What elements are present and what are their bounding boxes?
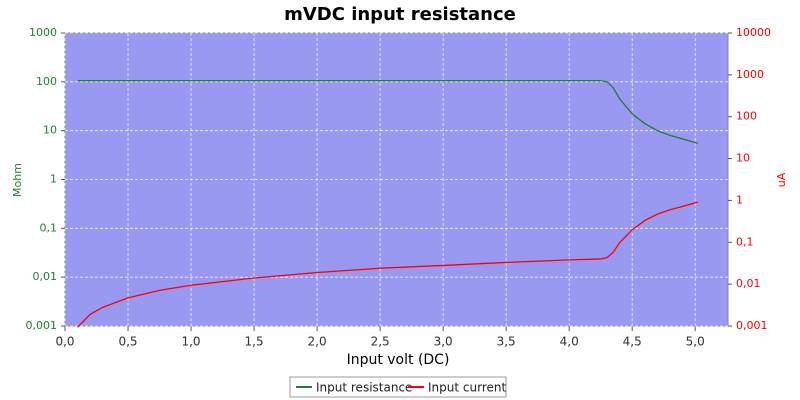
y-tick-label: 0,01	[33, 270, 58, 283]
y-tick-label: 100	[36, 75, 57, 88]
y2-axis-label: uA	[775, 172, 788, 187]
y-tick-label: 10	[43, 124, 57, 137]
x-tick-label: 1,0	[181, 335, 200, 349]
x-tick-label: 4,0	[560, 335, 579, 349]
x-tick-label: 0,5	[118, 335, 137, 349]
legend-box	[289, 376, 507, 398]
y-axis-label: Mohm	[11, 163, 24, 197]
y2-tick-label: 0,01	[736, 277, 761, 290]
y-tick-label: 1	[50, 173, 57, 186]
x-tick-label: 3,5	[497, 335, 516, 349]
y2-tick-label: 10000	[736, 26, 771, 39]
x-tick-label: 1,5	[245, 335, 264, 349]
y-tick-label: 0,1	[40, 221, 58, 234]
series-line	[77, 201, 698, 328]
y2-tick-label: 1	[736, 193, 743, 206]
x-axis-label: Input volt (DC)	[347, 352, 450, 368]
x-tick-label: 3,0	[434, 335, 453, 349]
legend-label: Input resistance	[316, 381, 412, 395]
x-tick-label: 0,0	[55, 335, 74, 349]
y-tick-label: 1000	[29, 26, 57, 39]
x-tick-label: 4,5	[623, 335, 642, 349]
x-tick-label: 5,0	[686, 335, 705, 349]
chart-title: mVDC input resistance	[284, 4, 516, 25]
series-line	[77, 79, 698, 144]
y2-tick-label: 100	[736, 110, 757, 123]
y-tick-label: 0,001	[26, 319, 58, 332]
y2-tick-label: 10	[736, 152, 750, 165]
legend-label: Input current	[428, 381, 506, 395]
y2-tick-label: 1000	[736, 68, 764, 81]
x-tick-label: 2,5	[371, 335, 390, 349]
y2-tick-label: 0,001	[736, 319, 768, 332]
y2-tick-label: 0,1	[736, 235, 754, 248]
x-tick-label: 2,0	[308, 335, 327, 349]
